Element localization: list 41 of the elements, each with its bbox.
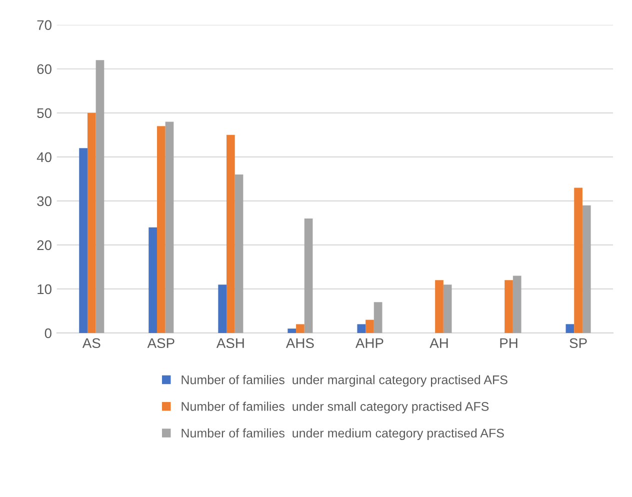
bar bbox=[374, 302, 382, 333]
y-tick-label: 60 bbox=[37, 64, 52, 74]
x-tick-label: AHP bbox=[355, 338, 384, 348]
bar bbox=[234, 174, 244, 333]
bar bbox=[512, 276, 522, 333]
bar bbox=[443, 284, 452, 333]
x-tick-label: ASP bbox=[147, 338, 174, 348]
bar bbox=[574, 188, 582, 333]
bar bbox=[504, 280, 513, 333]
bar bbox=[148, 227, 157, 333]
x-tick-label: ASH bbox=[216, 338, 244, 348]
bar bbox=[79, 148, 88, 333]
x-tick-label: AHS bbox=[286, 338, 314, 348]
x-tick-label: AS bbox=[82, 338, 100, 348]
y-tick-label: 70 bbox=[37, 20, 52, 30]
bar bbox=[435, 280, 444, 333]
y-tick-label: 50 bbox=[37, 108, 52, 118]
bar bbox=[304, 218, 313, 333]
bar bbox=[566, 324, 574, 333]
y-tick-label: 20 bbox=[37, 240, 52, 250]
x-tick-label: SP bbox=[570, 338, 587, 348]
x-tick-label: PH bbox=[500, 338, 518, 348]
legend-label: Number of families under marginal category practised AFS bbox=[182, 375, 508, 387]
bar bbox=[96, 60, 104, 333]
y-tick-label: 40 bbox=[36, 152, 52, 162]
bar bbox=[288, 328, 296, 333]
legend-label: Number of families under small category practised AFS bbox=[182, 402, 489, 414]
y-tick-label: 0 bbox=[44, 328, 52, 338]
x-tick-label: AH bbox=[430, 338, 448, 348]
bar bbox=[87, 112, 96, 333]
bar bbox=[366, 320, 374, 333]
bar bbox=[218, 284, 227, 333]
bar bbox=[226, 134, 235, 333]
bar bbox=[582, 205, 591, 333]
legend-label: Number of families under medium category practised AFS bbox=[182, 428, 504, 440]
bar bbox=[165, 122, 174, 333]
y-tick-label: 30 bbox=[37, 196, 52, 206]
bar bbox=[357, 324, 366, 333]
y-tick-label: 10 bbox=[38, 284, 52, 294]
bar bbox=[156, 126, 166, 333]
bar bbox=[296, 324, 304, 333]
